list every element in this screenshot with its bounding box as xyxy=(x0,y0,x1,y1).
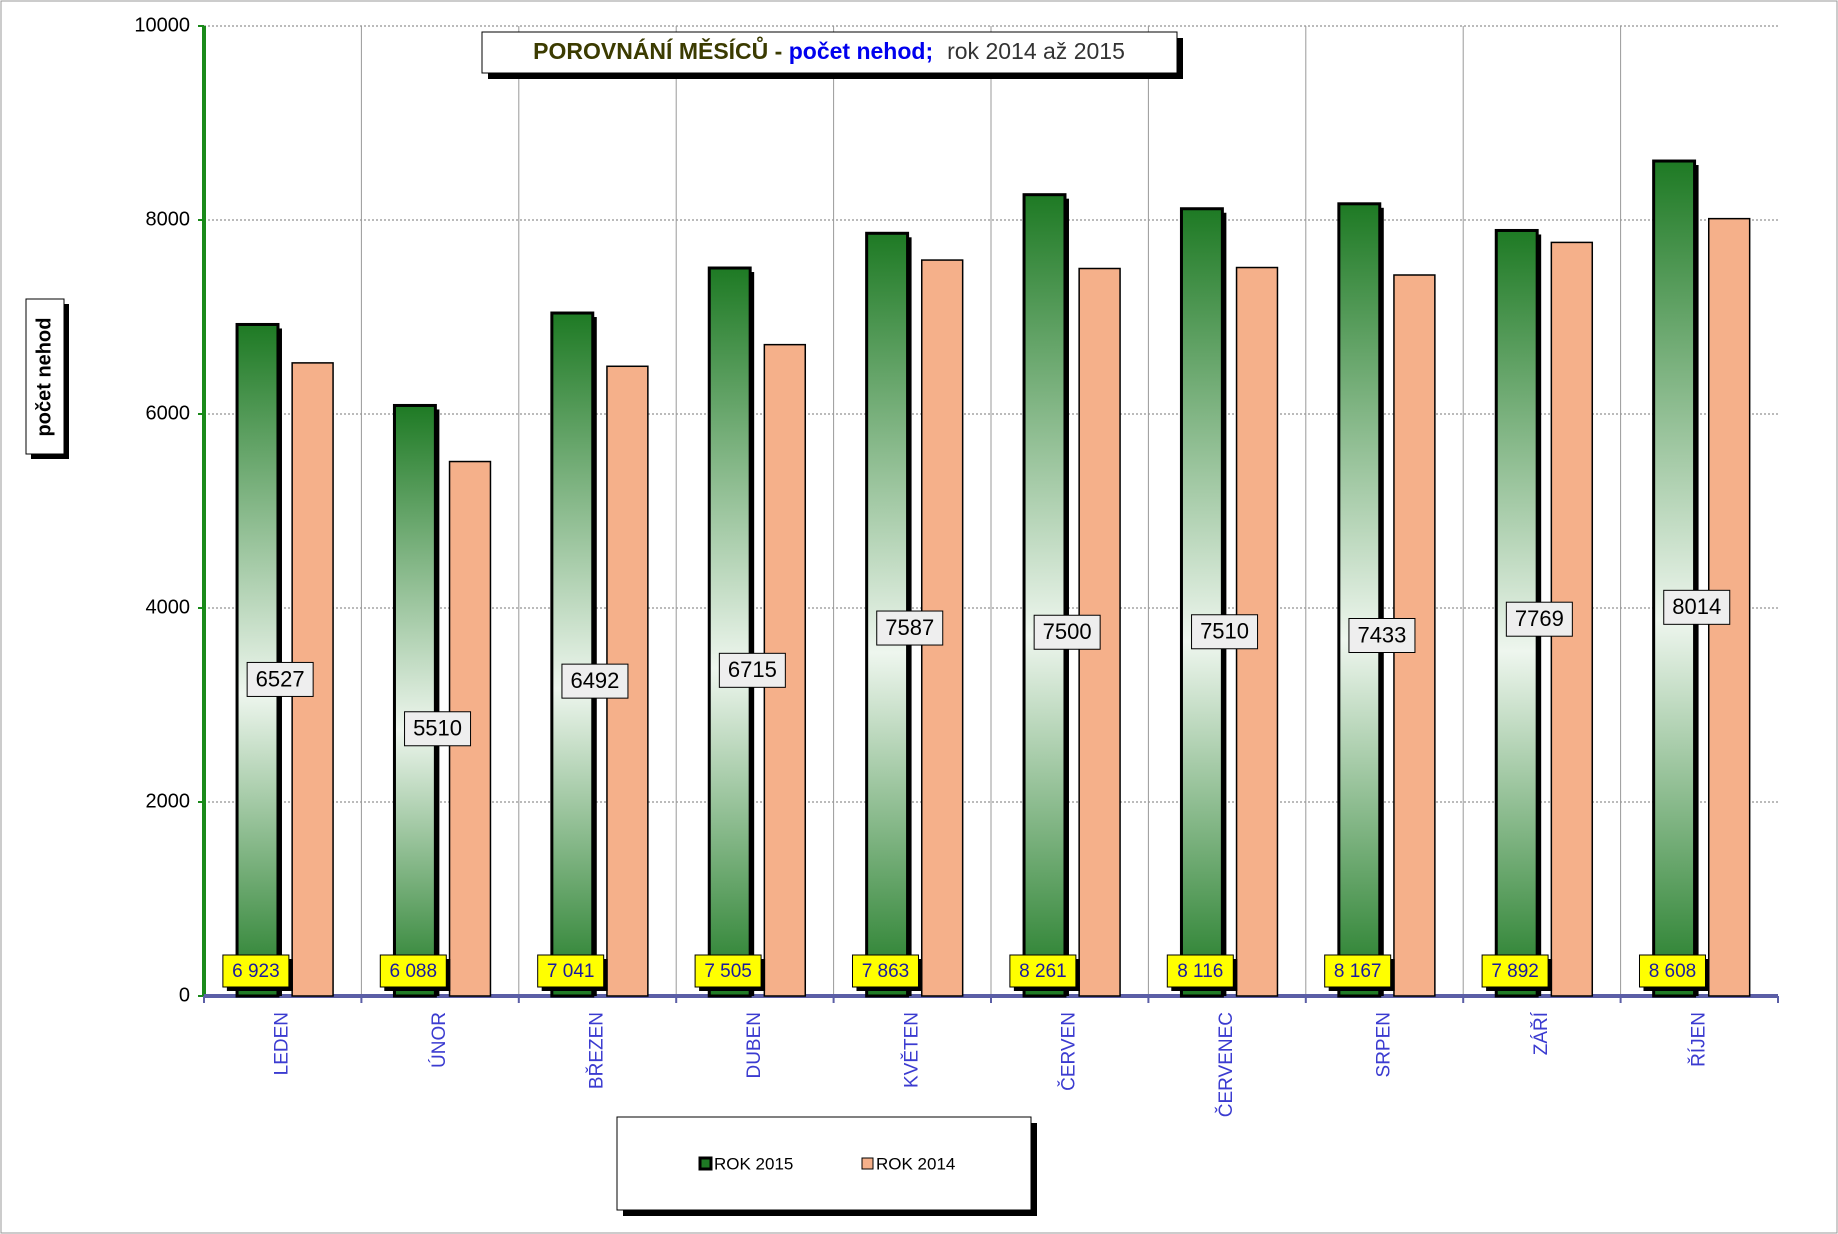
legend-swatch xyxy=(861,1157,874,1170)
label-box xyxy=(1638,954,1706,988)
label-box xyxy=(718,652,786,688)
label-box xyxy=(1481,954,1549,988)
data-label: 7 041 xyxy=(547,961,595,982)
label-box xyxy=(404,711,472,747)
bar xyxy=(1179,207,1224,998)
x-tick-label: ZÁŘÍ xyxy=(1530,1011,1552,1055)
data-label: 8 608 xyxy=(1649,961,1697,982)
plot: 0 2000 4000 6000 8000 10000 LEDEN 6 923 6527 ÚNOR… xyxy=(134,14,1779,1117)
data-label: 7510 xyxy=(1200,619,1249,644)
bar xyxy=(1337,202,1382,998)
data-label: 7769 xyxy=(1515,606,1564,631)
bar xyxy=(392,403,437,998)
bar xyxy=(550,311,595,998)
data-label: 8 261 xyxy=(1019,961,1067,982)
data-label: 7 505 xyxy=(704,961,752,982)
label-box xyxy=(1191,614,1259,650)
data-label: 7500 xyxy=(1043,619,1092,644)
legend-label: ROK 2014 xyxy=(876,1154,955,1173)
y-tick-label: 0 xyxy=(179,984,190,1006)
data-label: 6 088 xyxy=(390,961,438,982)
y-tick-label: 6000 xyxy=(146,402,191,424)
data-label: 6715 xyxy=(728,657,777,682)
x-tick-label: DUBEN xyxy=(744,1012,765,1079)
bar xyxy=(1022,193,1067,998)
x-tick-label: BŘEZEN xyxy=(586,1012,608,1089)
label-box xyxy=(1348,617,1416,653)
label-box xyxy=(1166,954,1234,988)
legend xyxy=(616,1116,1032,1211)
title-part: POROVNÁNÍ MĚSÍCŮ - xyxy=(533,35,789,64)
x-tick-label: LEDEN xyxy=(272,1012,293,1075)
label-box xyxy=(1009,954,1077,988)
data-label: 7 892 xyxy=(1491,961,1539,982)
y-tick-label: 10000 xyxy=(134,14,190,36)
x-tick-label: SRPEN xyxy=(1374,1012,1395,1077)
data-label: 6527 xyxy=(256,666,305,691)
y-axis-label: počet nehod xyxy=(33,318,55,437)
ylabel-box xyxy=(25,298,65,455)
title-part: rok 2014 až 2015 xyxy=(947,38,1125,64)
data-label: 6492 xyxy=(570,668,619,693)
label-box xyxy=(222,954,290,988)
label-box xyxy=(1033,614,1101,650)
label-box xyxy=(1324,954,1392,988)
x-tick-label: KVĚTEN xyxy=(900,1012,922,1088)
label-box xyxy=(246,661,314,697)
data-label: 7433 xyxy=(1357,622,1406,647)
label-box xyxy=(1505,601,1573,637)
data-label: 7 863 xyxy=(862,961,910,982)
x-tick-label: ČERVEN xyxy=(1058,1012,1080,1091)
title-box xyxy=(481,31,1178,74)
y-tick-label: 4000 xyxy=(146,596,191,618)
label-box xyxy=(876,610,944,646)
x-tick-label: ÚNOR xyxy=(428,1012,450,1068)
data-label: 5510 xyxy=(413,716,462,741)
data-label: 6 923 xyxy=(232,961,280,982)
title-part: počet nehod; xyxy=(789,38,933,64)
data-label: 8 167 xyxy=(1334,961,1382,982)
chart-title: POROVNÁNÍ MĚSÍCŮ - počet nehod; rok 2014 … xyxy=(533,35,1125,64)
legend-swatch xyxy=(698,1156,713,1171)
label-box xyxy=(694,954,762,988)
x-tick-label: ČERVENEC xyxy=(1215,1012,1237,1117)
label-box xyxy=(379,954,447,988)
data-label: 7587 xyxy=(885,615,934,640)
bar xyxy=(707,266,752,998)
x-tick-label: ŘÍJEN xyxy=(1687,1012,1709,1067)
label-box xyxy=(537,954,605,988)
bar xyxy=(1652,159,1697,998)
data-label: 8014 xyxy=(1672,594,1721,619)
label-box xyxy=(561,663,629,699)
y-tick-label: 8000 xyxy=(146,208,191,230)
label-box xyxy=(851,954,919,988)
bar xyxy=(235,322,280,998)
data-label: 8 116 xyxy=(1177,961,1223,982)
y-tick-label: 2000 xyxy=(146,790,191,812)
legend-label: ROK 2015 xyxy=(714,1154,793,1173)
label-box xyxy=(1663,589,1731,625)
